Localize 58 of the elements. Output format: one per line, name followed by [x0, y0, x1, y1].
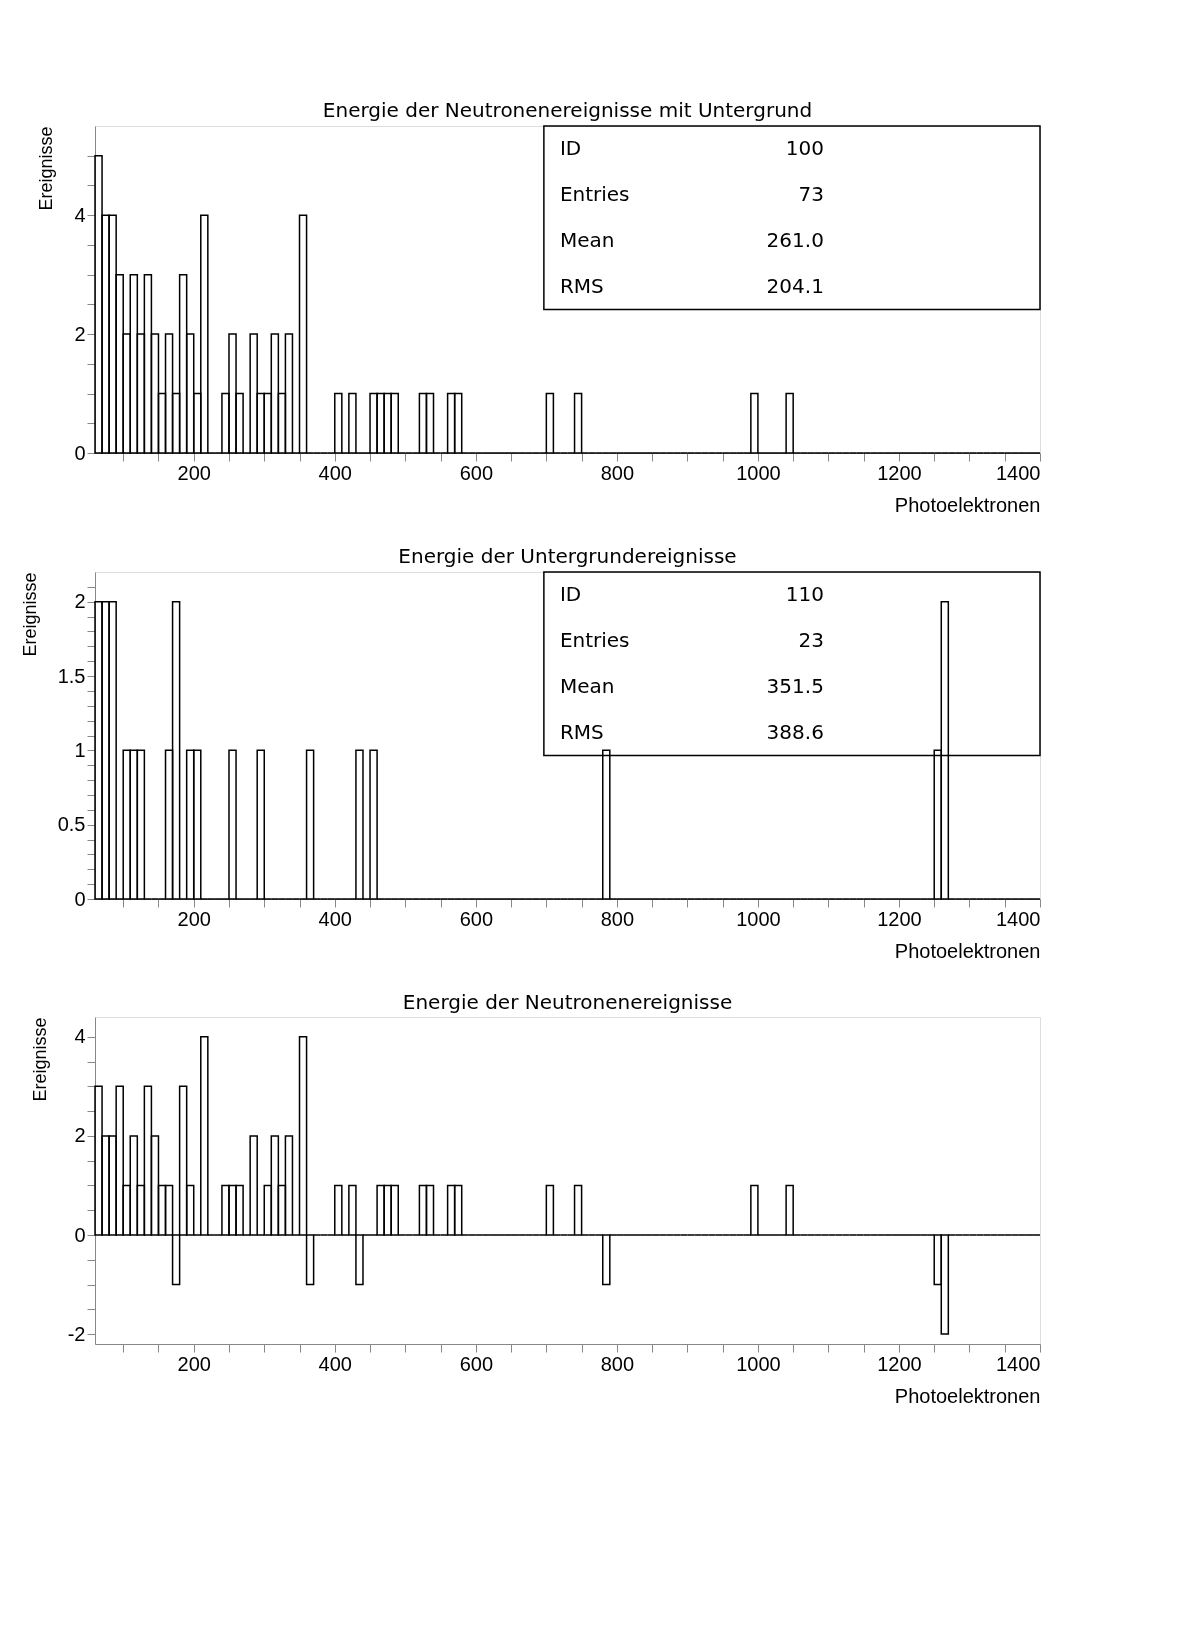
x-tick-label: 1000 [736, 1352, 781, 1375]
annotation: 351.5 [766, 673, 824, 698]
y-tick-label: 2 [74, 590, 86, 613]
x-tick-label: 800 [600, 1352, 635, 1375]
annotation: 100 [785, 135, 824, 160]
y-tick-label: 2 [74, 322, 86, 345]
annotation: 204.1 [766, 273, 824, 298]
x-tick-label: 1200 [877, 1352, 922, 1375]
x-tick-label: 1000 [736, 907, 781, 930]
annotation: Mean [559, 673, 615, 698]
annotation: 73 [798, 181, 824, 206]
annotation: 388.6 [766, 719, 824, 744]
x-tick-label: 400 [318, 1352, 352, 1375]
x-tick-label: 200 [177, 907, 211, 930]
chart-title: Energie der Neutronenereignisse mit Untergrund [322, 98, 813, 123]
x-tick-label: 600 [459, 1352, 494, 1375]
x-axis-title: Photoelektronen [894, 493, 1041, 516]
y-tick-label: 0 [74, 1223, 86, 1246]
annotation: ID [559, 581, 582, 606]
annotation: Mean [559, 227, 615, 252]
y-axis-title: Ereignisse [36, 126, 57, 211]
y-tick-label: 0.5 [57, 813, 86, 836]
x-tick-label: 1000 [736, 461, 781, 484]
annotation: RMS [559, 719, 604, 744]
y-tick-label: 0 [74, 887, 86, 910]
x-tick-label: 800 [600, 907, 635, 930]
x-axis-title: Photoelektronen [894, 1384, 1041, 1407]
y-tick-label: -2 [67, 1322, 86, 1345]
annotation: ID [559, 135, 582, 160]
x-tick-label: 1200 [877, 461, 922, 484]
y-tick-label: 2 [74, 1124, 86, 1147]
x-tick-label: 800 [600, 461, 635, 484]
y-tick-label: 0 [74, 441, 86, 464]
x-tick-label: 200 [177, 1352, 211, 1375]
x-tick-label: 400 [318, 461, 352, 484]
y-axis-title: Ereignisse [29, 1017, 50, 1102]
annotation: 261.0 [766, 227, 824, 252]
x-tick-label: 1200 [877, 907, 922, 930]
y-tick-label: 1 [74, 738, 86, 761]
y-tick-label: 1.5 [57, 664, 86, 687]
chart-title: Energie der Neutronenereignisse [402, 990, 733, 1014]
annotation: Entries [559, 181, 630, 206]
x-tick-label: 600 [459, 907, 494, 930]
x-axis-title: Photoelektronen [894, 939, 1041, 962]
annotation: RMS [559, 273, 604, 298]
chart-title: Energie der Untergrundereignisse [398, 544, 737, 569]
annotation: 110 [785, 581, 824, 606]
annotation: 23 [798, 627, 824, 652]
y-tick-label: 4 [74, 1025, 86, 1048]
x-tick-label: 400 [318, 907, 352, 930]
y-axis-title: Ereignisse [19, 572, 40, 657]
x-tick-label: 1400 [996, 461, 1041, 484]
annotation: Entries [559, 627, 630, 652]
x-tick-label: 1400 [996, 1352, 1041, 1375]
x-tick-label: 200 [177, 461, 211, 484]
x-tick-label: 1400 [996, 907, 1041, 930]
y-tick-label: 4 [74, 203, 86, 226]
x-tick-label: 600 [459, 461, 494, 484]
